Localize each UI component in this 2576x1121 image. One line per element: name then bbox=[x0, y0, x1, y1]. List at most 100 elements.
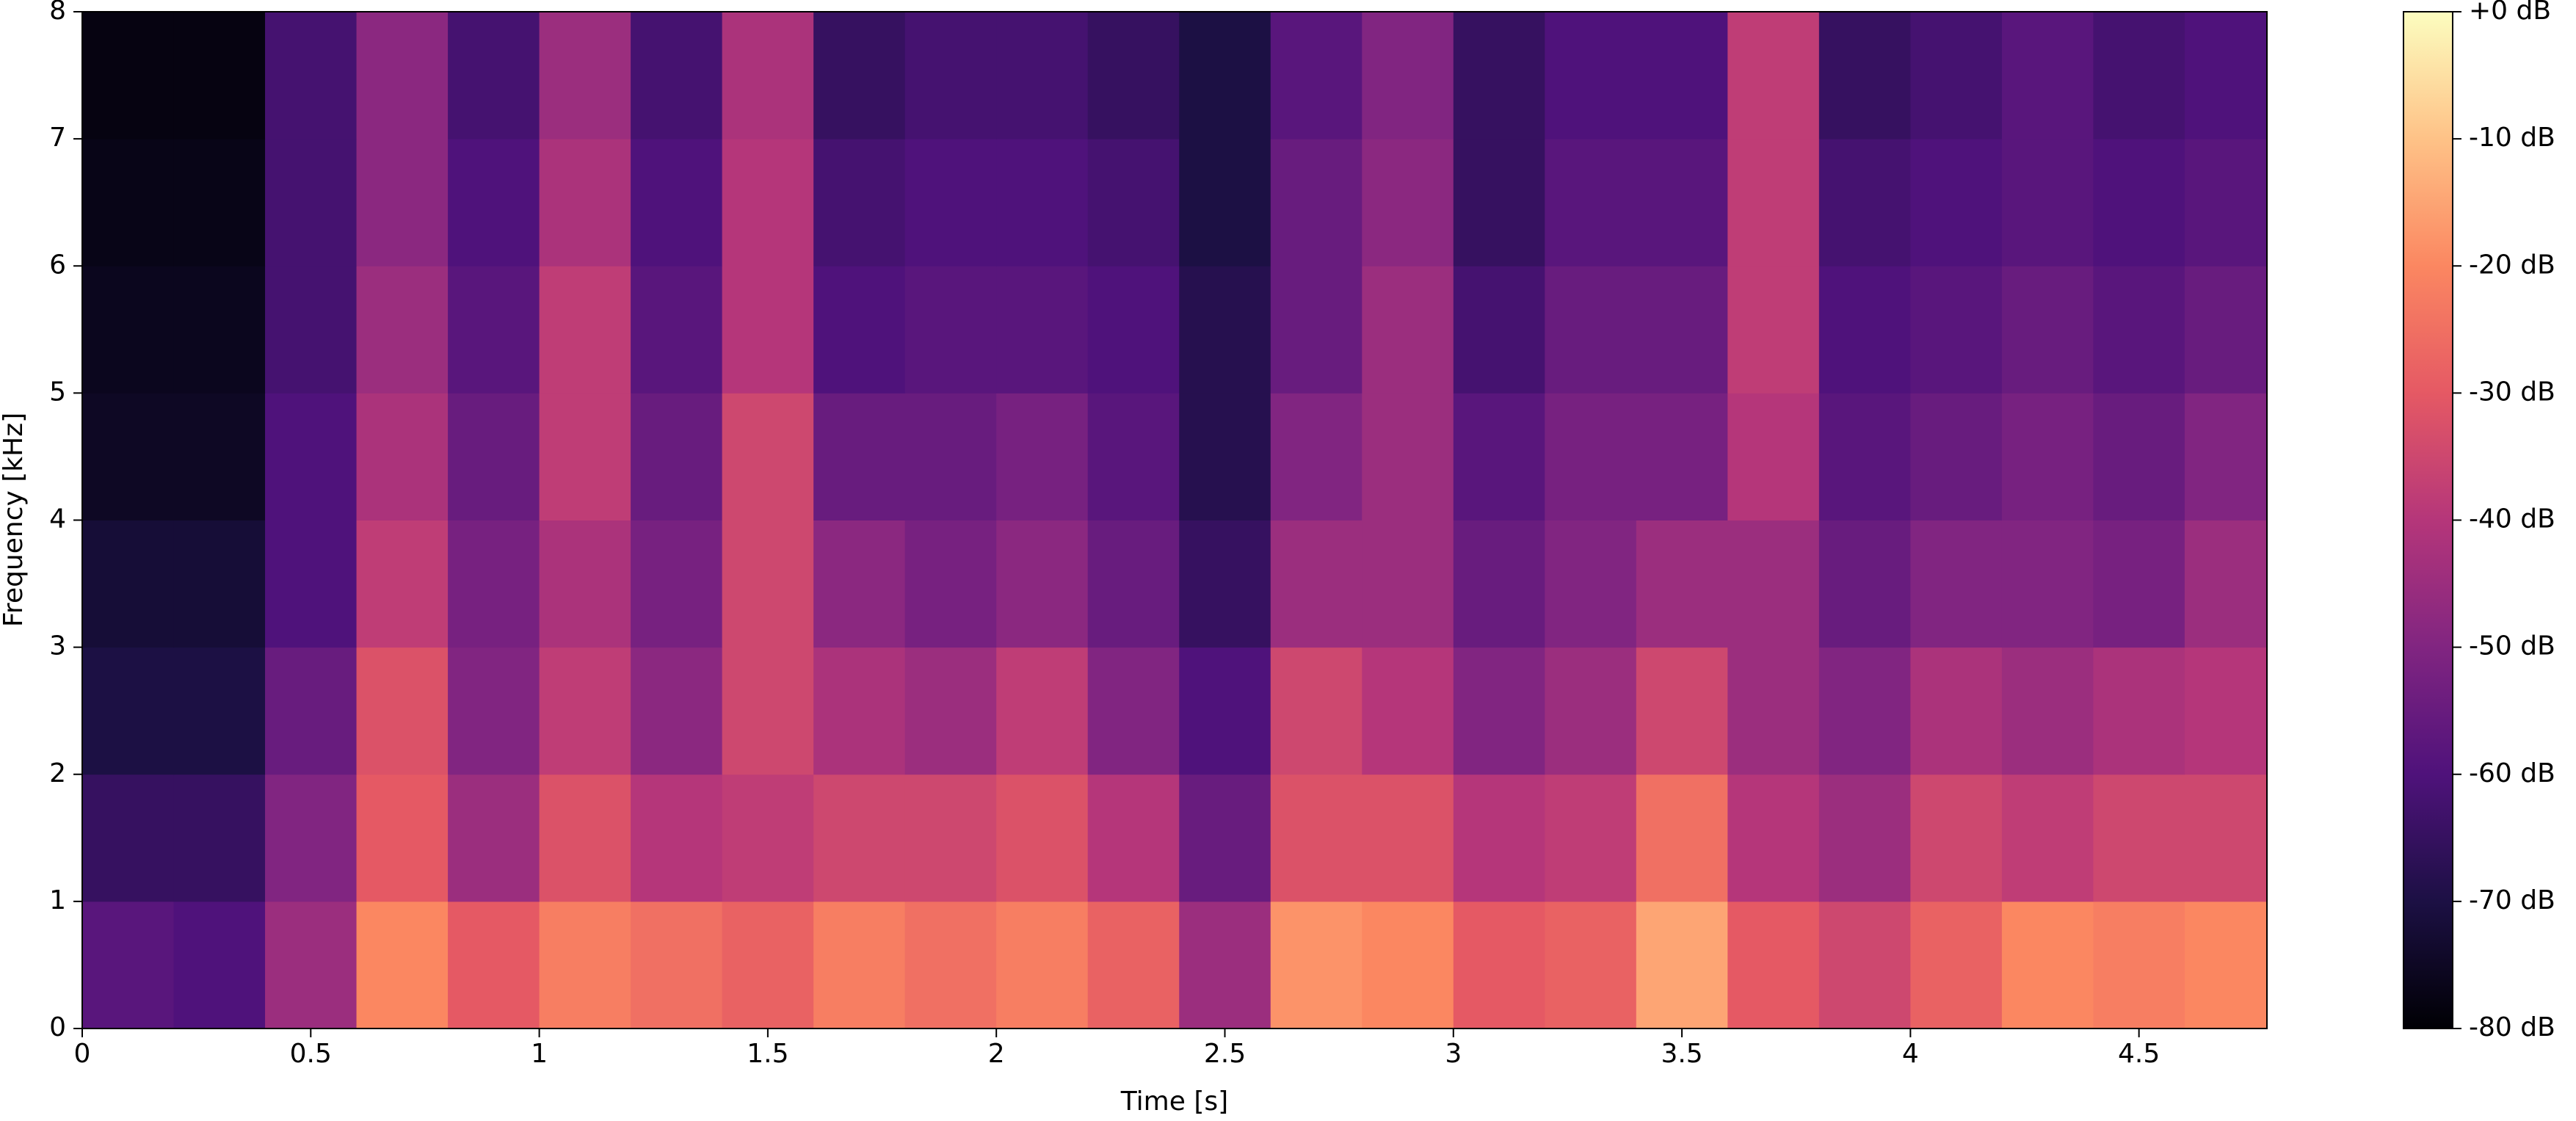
cell bbox=[631, 393, 723, 520]
cell bbox=[813, 520, 906, 648]
cell bbox=[1910, 12, 2003, 139]
cell bbox=[996, 139, 1089, 266]
cell bbox=[82, 647, 175, 775]
cell bbox=[2184, 774, 2268, 902]
cell bbox=[1179, 520, 1271, 648]
cell bbox=[631, 647, 723, 775]
colorbar-tick-label: -40 dB bbox=[2469, 504, 2555, 534]
cell bbox=[2184, 520, 2268, 648]
x-tick-label: 4.5 bbox=[2118, 1039, 2160, 1069]
cell bbox=[82, 901, 175, 1029]
cell bbox=[1545, 774, 1637, 902]
cell bbox=[1727, 393, 1820, 520]
cell bbox=[1362, 774, 1454, 902]
cell bbox=[904, 393, 997, 520]
cell bbox=[813, 12, 906, 139]
cell bbox=[631, 266, 723, 393]
cell bbox=[813, 774, 906, 902]
cell bbox=[2184, 393, 2268, 520]
colorbar-tick-label: +0 dB bbox=[2469, 0, 2551, 26]
cell bbox=[1179, 393, 1271, 520]
cell bbox=[1270, 901, 1363, 1029]
y-tick-label: 0 bbox=[49, 1012, 66, 1042]
cell bbox=[904, 266, 997, 393]
x-tick-label: 2.5 bbox=[1204, 1039, 1246, 1069]
cell bbox=[1636, 901, 1728, 1029]
cell bbox=[539, 393, 631, 520]
cell bbox=[1545, 520, 1637, 648]
cell bbox=[904, 647, 997, 775]
x-tick-label: 0.5 bbox=[290, 1039, 332, 1069]
cell bbox=[2093, 393, 2185, 520]
cell bbox=[539, 901, 631, 1029]
cell bbox=[265, 266, 358, 393]
cell bbox=[173, 774, 266, 902]
cell bbox=[1910, 774, 2003, 902]
cell bbox=[631, 520, 723, 648]
cell bbox=[1910, 266, 2003, 393]
cell bbox=[356, 901, 449, 1029]
cell bbox=[996, 647, 1089, 775]
colorbar-tick-label: -80 dB bbox=[2469, 1012, 2555, 1042]
cell bbox=[2001, 520, 2094, 648]
cell bbox=[82, 774, 175, 902]
cell bbox=[1910, 520, 2003, 648]
cell bbox=[356, 520, 449, 648]
cell bbox=[1179, 12, 1271, 139]
y-tick-label: 8 bbox=[49, 0, 66, 26]
cell bbox=[2184, 139, 2268, 266]
cell bbox=[1636, 12, 1728, 139]
cell bbox=[1087, 520, 1180, 648]
cell bbox=[539, 774, 631, 902]
cell bbox=[1636, 774, 1728, 902]
cell bbox=[722, 647, 814, 775]
cell bbox=[996, 12, 1089, 139]
cell bbox=[2093, 139, 2185, 266]
cell bbox=[2093, 647, 2185, 775]
cell bbox=[1545, 12, 1637, 139]
cell bbox=[813, 266, 906, 393]
cell bbox=[173, 266, 266, 393]
cell bbox=[173, 647, 266, 775]
cell bbox=[448, 647, 540, 775]
cell bbox=[173, 139, 266, 266]
cell bbox=[2184, 266, 2268, 393]
colorbar-tick-label: -50 dB bbox=[2469, 631, 2555, 661]
colorbar bbox=[2403, 11, 2453, 1029]
x-tick-label: 2 bbox=[988, 1039, 1005, 1069]
cell bbox=[1179, 774, 1271, 902]
x-axis-label: Time [s] bbox=[1120, 1086, 1228, 1117]
cell bbox=[2093, 901, 2185, 1029]
y-tick-label: 4 bbox=[49, 504, 66, 534]
cell bbox=[631, 139, 723, 266]
cell bbox=[1087, 774, 1180, 902]
cell bbox=[1362, 901, 1454, 1029]
cell bbox=[356, 139, 449, 266]
x-tick-label: 1.5 bbox=[747, 1039, 788, 1069]
cell bbox=[2001, 393, 2094, 520]
cell bbox=[356, 647, 449, 775]
cell bbox=[1362, 139, 1454, 266]
cell bbox=[1727, 774, 1820, 902]
cell bbox=[813, 139, 906, 266]
cell bbox=[996, 520, 1089, 648]
cell bbox=[448, 139, 540, 266]
cell bbox=[1545, 139, 1637, 266]
cell bbox=[1270, 12, 1363, 139]
cell bbox=[448, 901, 540, 1029]
cell bbox=[631, 12, 723, 139]
cell bbox=[1179, 647, 1271, 775]
cell bbox=[813, 647, 906, 775]
cell bbox=[1179, 901, 1271, 1029]
x-tick-label: 4 bbox=[1902, 1039, 1919, 1069]
cell bbox=[1727, 901, 1820, 1029]
cell bbox=[356, 774, 449, 902]
cell bbox=[1362, 266, 1454, 393]
cell bbox=[1636, 139, 1728, 266]
cell bbox=[1818, 12, 1911, 139]
cell bbox=[2001, 139, 2094, 266]
cell bbox=[1545, 266, 1637, 393]
cell bbox=[722, 901, 814, 1029]
cell bbox=[722, 774, 814, 902]
cell bbox=[82, 266, 175, 393]
